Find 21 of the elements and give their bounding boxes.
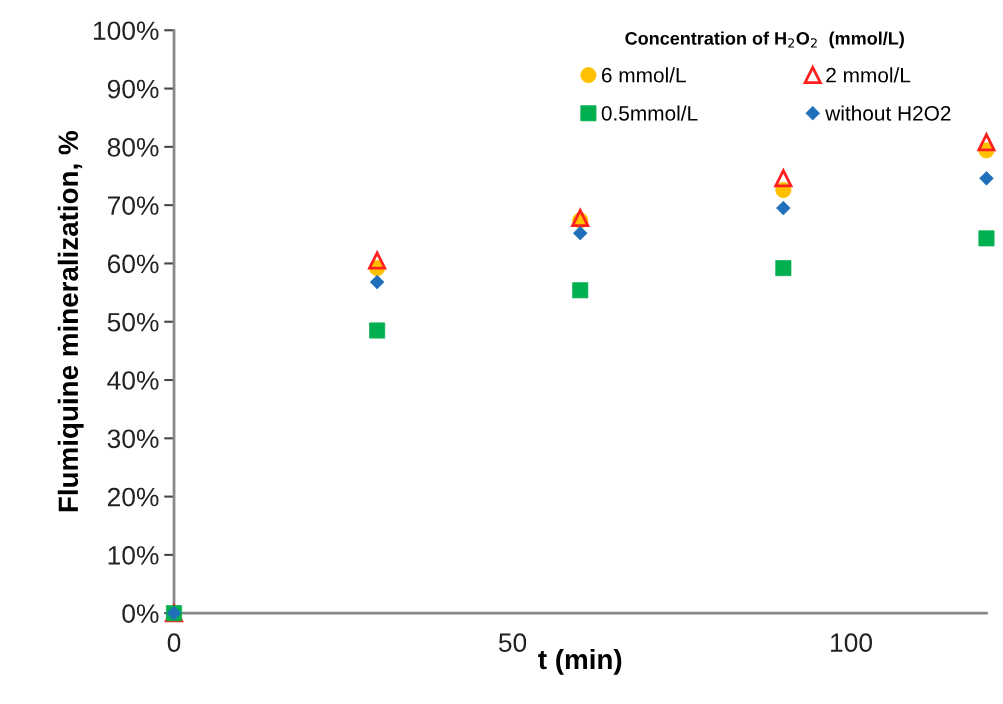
legend-title: Concentration of H$_{2}$O$_{2}$ (mmol/L): [625, 31, 904, 49]
x-tick-label: 100: [831, 633, 873, 653]
y-tick-label: 100%: [93, 21, 159, 41]
y-axis-title: Flumiquine mineralization, %: [57, 131, 84, 512]
y-tick-label: 20%: [107, 487, 159, 507]
y-tick-label: 60%: [107, 254, 159, 274]
x-tick-label: 0: [167, 633, 181, 653]
x-tick-label: 50: [498, 633, 527, 653]
y-tick-label: 10%: [108, 546, 159, 565]
x-axis-title: t (min): [538, 648, 622, 675]
legend-label: without H2O2: [825, 105, 951, 121]
legend-label: 6 mmol/L: [601, 67, 686, 83]
y-tick-label: 90%: [107, 79, 159, 99]
y-tick-label: 0%: [122, 604, 159, 624]
legend-label: 2 mmol/L: [826, 67, 911, 83]
y-tick-label: 50%: [107, 312, 159, 332]
y-tick-label: 40%: [107, 371, 159, 390]
legend-label: 0.5mmol/L: [601, 105, 698, 121]
y-tick-label: 30%: [107, 429, 159, 449]
y-tick-label: 70%: [107, 196, 159, 215]
y-tick-label: 80%: [107, 137, 159, 157]
